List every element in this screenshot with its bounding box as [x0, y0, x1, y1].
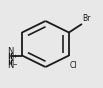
Text: N: N	[7, 54, 13, 63]
Text: Cl: Cl	[70, 61, 77, 70]
Text: N: N	[7, 47, 13, 56]
Text: −: −	[13, 61, 17, 66]
Text: N: N	[7, 61, 13, 70]
Text: Br: Br	[82, 14, 91, 23]
Text: +: +	[13, 54, 17, 59]
